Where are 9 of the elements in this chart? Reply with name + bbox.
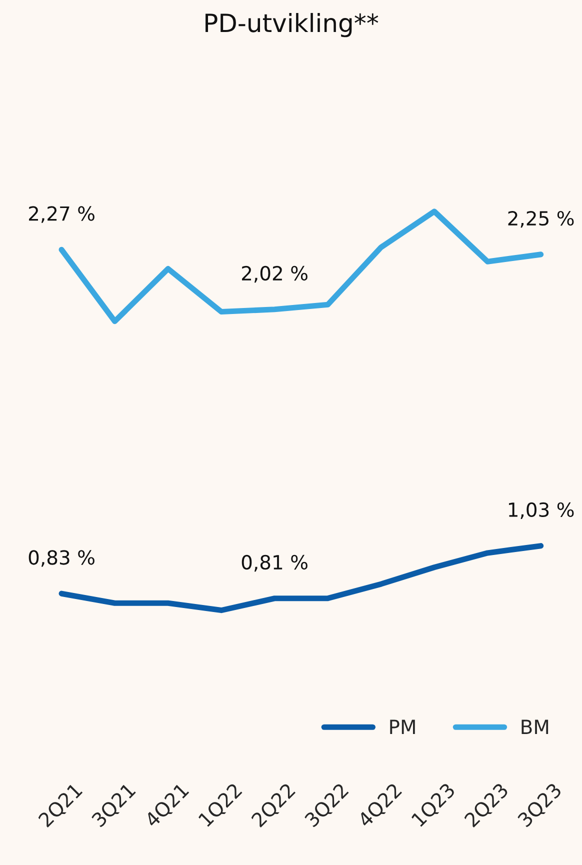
data-label: 0,83 %: [28, 550, 94, 567]
data-label: 1,03 %: [508, 502, 574, 520]
data-label: 2,02 %: [242, 266, 308, 283]
chart-title: PD-utvikling**: [206, 12, 378, 38]
legend-label: PM: [390, 720, 415, 734]
data-label: 2,25 %: [508, 210, 574, 228]
data-label: 2,27 %: [28, 206, 94, 223]
data-label: 0,81 %: [242, 554, 308, 572]
legend-label: BM: [522, 720, 548, 734]
